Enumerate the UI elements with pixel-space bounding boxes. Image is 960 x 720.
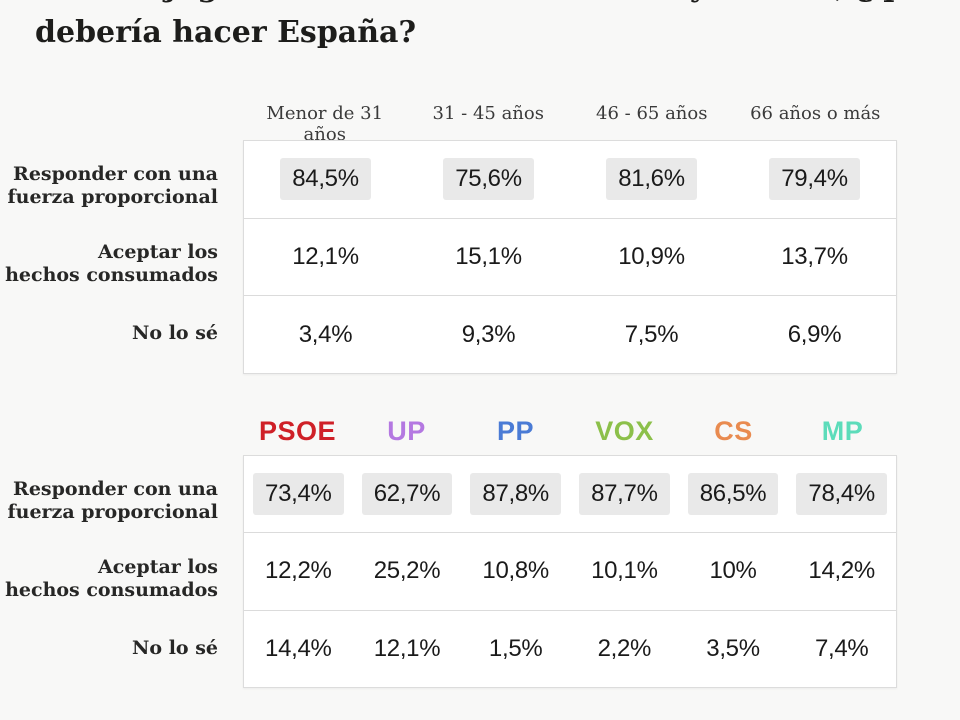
value-text: 10,9%: [618, 243, 685, 270]
value-cell: 75,6%: [407, 158, 570, 201]
value-text: 1,5%: [488, 634, 543, 662]
party-header-vox: VOX: [595, 416, 654, 446]
value-chip: 79,4%: [769, 158, 860, 201]
value-text: 7,5%: [624, 320, 679, 348]
row-label-line: Aceptar los: [98, 556, 218, 578]
value-text: 12,1%: [292, 243, 359, 270]
table-row: 84,5% 75,6% 81,6% 79,4%: [244, 141, 896, 218]
row-label-proportional-force: Responder con una fuerza proporcional: [0, 478, 218, 524]
value-cell: 7,4%: [787, 628, 896, 670]
row-label-line: No lo sé: [132, 637, 218, 659]
party-header-cs: CS: [714, 416, 753, 446]
table-row: 12,2% 25,2% 10,8% 10,1% 10% 14,2%: [244, 532, 896, 609]
value-cell: 3,4%: [244, 314, 407, 356]
value-cell: 62,7%: [353, 473, 462, 516]
value-cell: 13,7%: [733, 236, 896, 278]
value-text: 2,2%: [597, 634, 652, 662]
party-header-mp: MP: [821, 416, 864, 446]
table-row: 12,1% 15,1% 10,9% 13,7%: [244, 217, 896, 296]
value-chip: 78,4%: [796, 473, 887, 516]
value-text: 13,7%: [781, 243, 848, 270]
value-cell: 10,8%: [461, 550, 570, 592]
value-cell: 12,1%: [244, 236, 407, 278]
value-cell: 81,6%: [570, 158, 733, 201]
value-text: 10,8%: [482, 557, 549, 585]
page-title-line2: debería hacer España?: [35, 15, 417, 50]
row-label-line: No lo sé: [132, 322, 218, 344]
value-cell: 10,1%: [570, 550, 679, 592]
value-text: 7,4%: [814, 634, 869, 662]
row-label-accept-facts: Aceptar los hechos consumados: [0, 556, 218, 602]
party-header-psoe: PSOE: [258, 416, 337, 446]
row-label-line: Responder con una: [13, 478, 218, 500]
party-table: 73,4% 62,7% 87,8% 87,7% 86,5% 78,4% 12,2…: [243, 455, 897, 688]
age-header-66plus: 66 años o más: [750, 103, 881, 124]
age-header-31-45: 31 - 45 años: [432, 103, 544, 124]
value-cell: 25,2%: [353, 550, 462, 592]
value-chip: 87,7%: [579, 473, 670, 516]
row-label-accept-facts: Aceptar los hechos consumados: [0, 241, 218, 287]
value-cell: 14,4%: [244, 628, 353, 670]
value-chip: 84,5%: [280, 158, 371, 201]
value-cell: 10%: [679, 550, 788, 592]
value-chip: 86,5%: [687, 473, 779, 516]
value-cell: 2,2%: [570, 628, 679, 670]
row-label-dont-know: No lo sé: [0, 637, 218, 660]
value-cell: 9,3%: [407, 314, 570, 356]
value-text: 14,4%: [265, 634, 332, 662]
value-cell: 86,5%: [679, 473, 788, 516]
value-cell: 15,1%: [407, 236, 570, 278]
table-row: 73,4% 62,7% 87,8% 87,7% 86,5% 78,4%: [244, 456, 896, 532]
value-text: 10,1%: [591, 557, 658, 585]
value-cell: 7,5%: [570, 314, 733, 356]
party-header-pp: PP: [496, 416, 535, 446]
table-row: 14,4% 12,1% 1,5% 2,2% 3,5% 7,4%: [244, 609, 896, 687]
value-text: 3,5%: [706, 634, 760, 662]
value-cell: 12,2%: [244, 550, 353, 592]
row-label-line: fuerza proporcional: [7, 501, 218, 523]
row-label-line: Responder con una: [13, 163, 218, 185]
party-column-headers: PSOE UP PP VOX CS MP: [243, 416, 897, 447]
row-label-line: hechos consumados: [5, 264, 218, 286]
row-label-dont-know: No lo sé: [0, 322, 218, 345]
value-chip: 75,6%: [443, 158, 534, 201]
value-cell: 73,4%: [244, 473, 353, 516]
value-cell: 12,1%: [353, 628, 462, 670]
row-label-line: hechos consumados: [5, 579, 218, 601]
row-label-line: Aceptar los: [98, 241, 218, 263]
value-text: 12,1%: [373, 634, 441, 662]
value-chip: 81,6%: [606, 158, 697, 201]
value-text: 15,1%: [455, 243, 522, 270]
page-title-line1-clipped: Ante la jugada de Marruecos en Ceuta y M…: [35, 0, 935, 10]
value-cell: 78,4%: [787, 473, 896, 516]
value-cell: 1,5%: [461, 628, 570, 670]
value-text: 9,3%: [461, 320, 516, 348]
value-cell: 14,2%: [787, 550, 896, 592]
age-table: 84,5% 75,6% 81,6% 79,4% 12,1% 15,1% 10,9…: [243, 140, 897, 374]
row-label-proportional-force: Responder con una fuerza proporcional: [0, 163, 218, 209]
value-cell: 84,5%: [244, 158, 407, 201]
value-text: 25,2%: [373, 557, 441, 585]
value-cell: 10,9%: [570, 236, 733, 278]
value-text: 3,4%: [298, 320, 353, 348]
row-label-line: fuerza proporcional: [7, 186, 218, 208]
age-header-46-65: 46 - 65 años: [596, 103, 708, 124]
value-text: 10%: [709, 557, 757, 585]
age-header-under31: Menor de 31 años: [266, 103, 384, 145]
value-cell: 79,4%: [733, 158, 896, 201]
value-text: 6,9%: [787, 320, 842, 348]
party-header-up: UP: [387, 416, 426, 446]
value-chip: 62,7%: [361, 473, 453, 516]
value-cell: 6,9%: [733, 314, 896, 356]
value-cell: 87,7%: [570, 473, 679, 516]
value-chip: 73,4%: [253, 473, 344, 516]
age-column-headers: Menor de 31 años 31 - 45 años 46 - 65 añ…: [243, 103, 897, 145]
value-text: 12,2%: [265, 557, 332, 585]
table-row: 3,4% 9,3% 7,5% 6,9%: [244, 295, 896, 373]
value-text: 14,2%: [808, 557, 875, 585]
value-cell: 3,5%: [679, 628, 788, 670]
value-cell: 87,8%: [461, 473, 570, 516]
page-title: Ante la jugada de Marruecos en Ceuta y M…: [35, 0, 935, 56]
value-chip: 87,8%: [470, 473, 561, 516]
